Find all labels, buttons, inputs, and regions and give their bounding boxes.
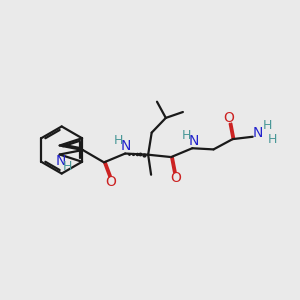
Text: N: N: [253, 126, 263, 140]
Text: N: N: [56, 154, 66, 168]
Text: H: H: [268, 133, 278, 146]
Text: O: O: [105, 175, 116, 189]
Text: N: N: [121, 140, 131, 154]
Text: H: H: [63, 160, 73, 173]
Text: O: O: [170, 171, 181, 185]
Text: O: O: [223, 112, 234, 125]
Text: H: H: [182, 129, 191, 142]
Text: H: H: [263, 119, 272, 132]
Text: N: N: [188, 134, 199, 148]
Text: H: H: [114, 134, 123, 147]
